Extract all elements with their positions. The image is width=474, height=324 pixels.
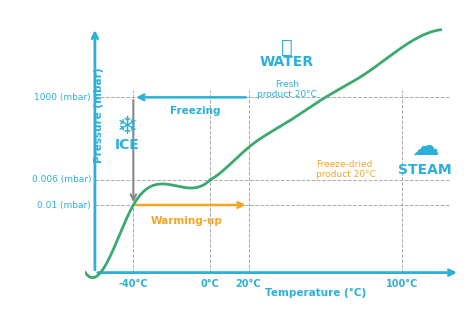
Text: ICE: ICE (115, 138, 140, 152)
Text: Freeze-dried
product 20°C: Freeze-dried product 20°C (316, 160, 375, 179)
Text: WATER: WATER (260, 55, 314, 69)
Text: 0.01 (mbar): 0.01 (mbar) (37, 201, 91, 210)
Text: Fresh
product 20°C: Fresh product 20°C (257, 80, 317, 99)
Text: 💧: 💧 (281, 38, 293, 57)
Text: 20°C: 20°C (236, 279, 261, 289)
Text: 1000 (mbar): 1000 (mbar) (35, 93, 91, 102)
Text: -40°C: -40°C (118, 279, 148, 289)
Text: Freezing: Freezing (170, 106, 220, 116)
Text: Warming-up: Warming-up (151, 216, 223, 226)
Text: ☁: ☁ (411, 133, 439, 161)
Text: 0°C: 0°C (201, 279, 219, 289)
Text: Temperature (°C): Temperature (°C) (265, 288, 366, 298)
Text: STEAM: STEAM (399, 163, 452, 177)
Text: ❄: ❄ (117, 115, 138, 139)
Text: Pressure (mbar): Pressure (mbar) (94, 67, 104, 163)
Text: 100°C: 100°C (386, 279, 419, 289)
Text: 0.006 (mbar): 0.006 (mbar) (32, 176, 91, 184)
